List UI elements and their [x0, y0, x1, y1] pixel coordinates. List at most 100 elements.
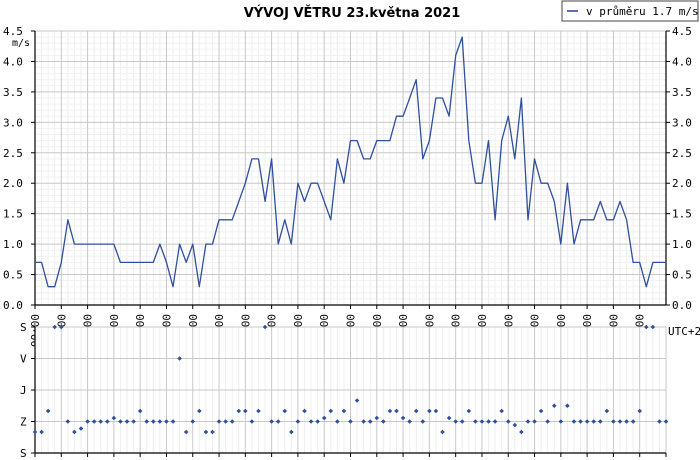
direction-point — [538, 408, 544, 414]
direction-point — [387, 408, 393, 414]
direction-point — [341, 408, 347, 414]
direction-point — [275, 419, 281, 424]
direction-point — [91, 419, 97, 424]
direction-point — [105, 419, 110, 424]
speed-y-tick-label-right: 1.5 — [672, 208, 692, 221]
direction-point — [420, 419, 426, 424]
direction-point — [486, 419, 491, 424]
direction-point — [229, 419, 235, 424]
direction-axes — [31, 326, 667, 457]
direction-point — [111, 415, 117, 421]
direction-point — [361, 419, 366, 424]
direction-y-tick-label: J — [20, 384, 27, 397]
direction-point — [124, 419, 130, 424]
direction-point — [157, 419, 163, 424]
direction-point — [151, 419, 156, 424]
direction-point — [203, 429, 209, 435]
direction-point — [164, 419, 169, 424]
direction-point — [551, 403, 557, 409]
direction-point — [571, 419, 577, 424]
x-unit-label: UTC+2 — [668, 325, 700, 338]
direction-point — [479, 419, 485, 424]
direction-point — [289, 429, 294, 435]
direction-point — [578, 419, 583, 424]
direction-point — [427, 408, 432, 414]
direction-point — [453, 419, 458, 424]
direction-point — [52, 324, 58, 330]
direction-point — [354, 398, 360, 403]
direction-point — [170, 419, 176, 424]
direction-point — [492, 419, 498, 424]
direction-point — [190, 419, 196, 424]
speed-y-tick-label-right: 3.0 — [672, 116, 692, 129]
direction-point — [565, 403, 570, 409]
speed-y-tick-label: 3.0 — [3, 116, 23, 129]
speed-axes — [31, 30, 670, 309]
direction-point — [282, 408, 288, 414]
y-unit-label: m/s — [12, 38, 30, 49]
direction-y-tick-label: V — [20, 353, 27, 366]
direction-point — [183, 429, 189, 435]
speed-legend: v průměru 1.7 m/s — [561, 0, 699, 22]
direction-point — [459, 419, 465, 424]
direction-point — [65, 419, 71, 424]
direction-point — [446, 415, 452, 421]
direction-point — [85, 419, 90, 424]
direction-point — [624, 419, 629, 424]
direction-point — [39, 429, 44, 435]
speed-y-tick-label: 0.5 — [3, 269, 23, 282]
direction-point — [269, 419, 274, 424]
direction-point — [256, 408, 261, 414]
speed-y-tick-label-right: 2.5 — [672, 147, 692, 160]
direction-point — [407, 419, 412, 424]
chart-title: VÝVOJ VĚTRU 23.května 2021 — [244, 5, 461, 21]
direction-point — [637, 408, 643, 414]
direction-y-tick-label: S — [20, 321, 27, 334]
direction-point — [591, 419, 596, 424]
direction-point — [328, 408, 334, 414]
direction-point — [262, 324, 268, 330]
direction-point — [45, 408, 51, 414]
direction-point — [545, 419, 550, 424]
speed-y-tick-label: 1.0 — [3, 238, 23, 251]
speed-y-tick-label: 4.5 — [3, 25, 23, 38]
direction-point — [216, 419, 222, 424]
direction-point — [413, 408, 419, 414]
speed-y-tick-label: 3.5 — [3, 86, 23, 99]
direction-y-tick-label: S — [20, 447, 27, 460]
direction-point — [604, 408, 610, 414]
direction-point — [295, 419, 301, 424]
speed-y-tick-label: 2.0 — [3, 177, 23, 190]
direction-point — [223, 419, 228, 424]
direction-grid — [34, 326, 667, 454]
direction-point — [381, 419, 386, 424]
direction-point — [243, 408, 248, 414]
direction-point — [597, 419, 603, 424]
direction-point — [335, 419, 340, 424]
direction-point — [525, 419, 531, 424]
legend-label: v průměru 1.7 m/s — [586, 5, 699, 18]
speed-y-tick-label-right: 4.5 — [672, 25, 692, 38]
direction-point — [611, 419, 616, 424]
direction-point — [630, 419, 636, 424]
direction-point — [512, 422, 518, 428]
direction-point — [505, 419, 511, 424]
direction-point — [558, 419, 564, 424]
direction-point — [650, 324, 656, 330]
direction-point — [315, 419, 320, 424]
direction-point — [643, 324, 649, 330]
direction-point — [249, 419, 255, 424]
direction-point — [532, 419, 537, 424]
speed-y-tick-label-right: 0.5 — [672, 269, 692, 282]
direction-point — [657, 419, 662, 424]
speed-y-tick-label: 4.0 — [3, 55, 23, 68]
speed-y-tick-label-right: 0.0 — [672, 299, 692, 312]
direction-point — [374, 415, 380, 421]
direction-point — [348, 419, 353, 424]
direction-y-tick-label: Z — [20, 416, 27, 429]
direction-point — [137, 408, 143, 414]
direction-point — [32, 429, 38, 435]
direction-point — [177, 356, 182, 361]
speed-y-tick-label: 2.5 — [3, 147, 23, 160]
